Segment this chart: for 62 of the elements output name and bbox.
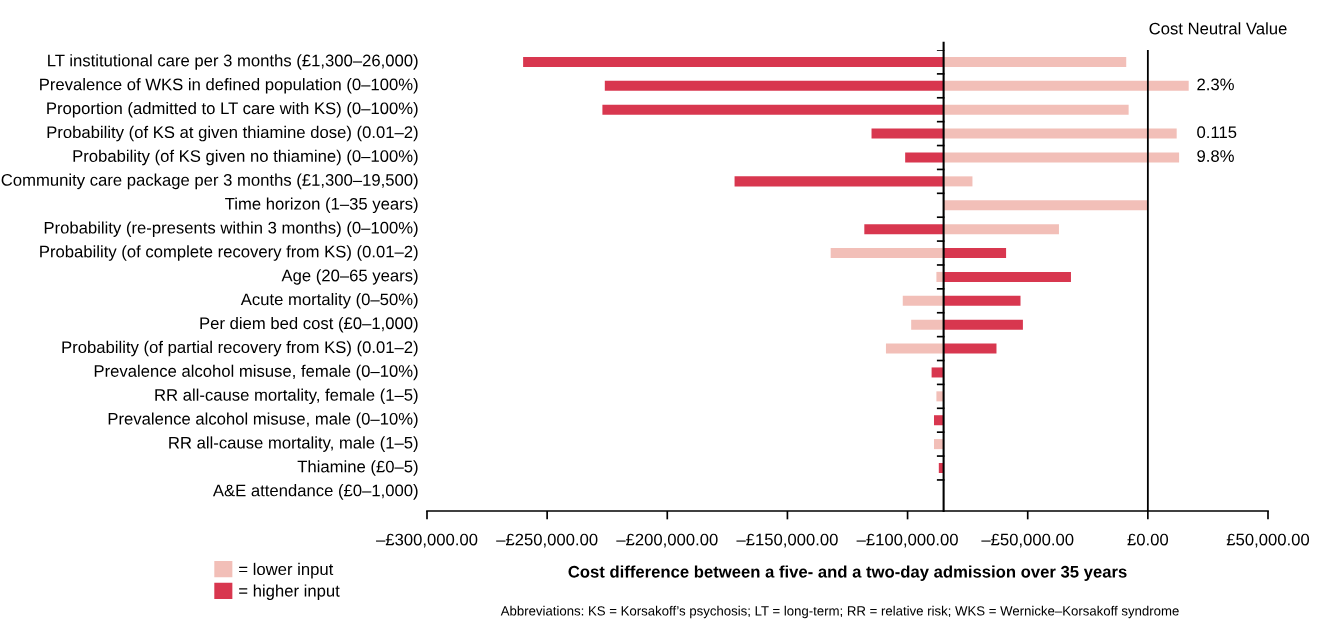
bar xyxy=(943,248,1007,259)
bar xyxy=(943,104,1129,115)
bar xyxy=(902,295,944,306)
bar xyxy=(830,248,944,259)
y-tick-label: Age (20–65 years) xyxy=(281,269,418,285)
y-tick-label: RR all-cause mortality, female (1–5) xyxy=(155,388,418,405)
bar xyxy=(943,271,1071,282)
y-tick-label: Prevalence of WKS in defined population (0–100%) xyxy=(40,78,418,94)
bar xyxy=(943,224,1059,235)
bar xyxy=(523,56,944,67)
y-tick-label: A&E attendance (£0–1,000) xyxy=(212,484,418,500)
bar xyxy=(943,56,1127,67)
x-tick-label: –£250,000.00 xyxy=(496,533,598,548)
y-tick-label: RR all-cause mortality, male (1–5) xyxy=(169,436,418,452)
bar xyxy=(943,295,1021,306)
bar xyxy=(885,343,944,354)
y-tick-label: Prevalence alcohol misuse, female (0–10%) xyxy=(94,364,418,381)
bar xyxy=(943,152,1180,163)
y-tick-label: LT institutional care per 3 months (£1,300–26,000) xyxy=(48,54,418,70)
bar xyxy=(943,200,1148,211)
bar xyxy=(905,152,944,163)
annotation: 9.8% xyxy=(1197,150,1234,162)
bar xyxy=(602,104,944,115)
bar xyxy=(911,319,944,330)
annotation: 0.115 xyxy=(1197,126,1237,139)
x-tick-label: £0.00 xyxy=(1127,533,1169,546)
x-tick-label: –£50,000.00 xyxy=(981,533,1074,548)
x-tick-label: –£100,000.00 xyxy=(856,533,958,548)
bar xyxy=(943,128,1177,139)
bar xyxy=(931,367,944,378)
y-tick-label: Probability (re-presents within 3 months) (0–100%) xyxy=(44,221,418,237)
y-tick-label: Time horizon (1–35 years) xyxy=(225,197,418,214)
y-tick-label: Acute mortality (0–50%) xyxy=(240,293,418,309)
y-tick-label: Probability (of complete recovery from KS) (0.01–2) xyxy=(40,245,418,261)
x-tick-label: –£200,000.00 xyxy=(616,533,718,548)
ref-line-label: Cost Neutral Value xyxy=(1149,22,1287,35)
bar xyxy=(934,415,944,426)
bar xyxy=(864,224,944,235)
x-tick-label: –£150,000.00 xyxy=(736,533,838,548)
x-axis-title: Cost difference between a five- and a two-day admission over 35 years xyxy=(568,565,1127,581)
bar xyxy=(604,80,944,91)
y-tick-label: Proportion (admitted to LT care with KS) (0–100%) xyxy=(47,101,418,118)
y-tick-label: Per diem bed cost (£0–1,000) xyxy=(200,316,418,333)
bar xyxy=(943,319,1023,330)
bar xyxy=(943,343,997,354)
y-tick-label: Prevalence alcohol misuse, male (0–10%) xyxy=(108,412,418,428)
bar xyxy=(871,128,944,139)
y-tick-label: Probability (of KS at given thiamine dose) (0.01–2) xyxy=(47,125,418,142)
legend-label: = lower input xyxy=(239,562,334,579)
text: Abbreviations: KS = Korsakoff’s psychosis; LT = long-term; RR = relative risk; WKS = Wernicke–Korsakoff syndrome xyxy=(500,605,1179,619)
annotation: 2.3% xyxy=(1197,78,1234,91)
y-tick-label: Probability (of partial recovery from KS) (0.01–2) xyxy=(62,340,418,357)
legend-label: = higher input xyxy=(239,584,340,600)
y-tick-label: Probability (of KS given no thiamine) (0–100%) xyxy=(73,149,418,166)
x-tick-label: £50,000.00 xyxy=(1226,533,1310,548)
x-tick-label: –£300,000.00 xyxy=(376,533,478,548)
y-tick-label: Thiamine (£0–5) xyxy=(297,460,418,476)
bar xyxy=(934,439,944,450)
bar xyxy=(943,80,1189,91)
y-tick-label: Community care package per 3 months (£1,300–19,500) xyxy=(1,173,418,190)
bar xyxy=(943,176,973,187)
bar xyxy=(734,176,944,187)
